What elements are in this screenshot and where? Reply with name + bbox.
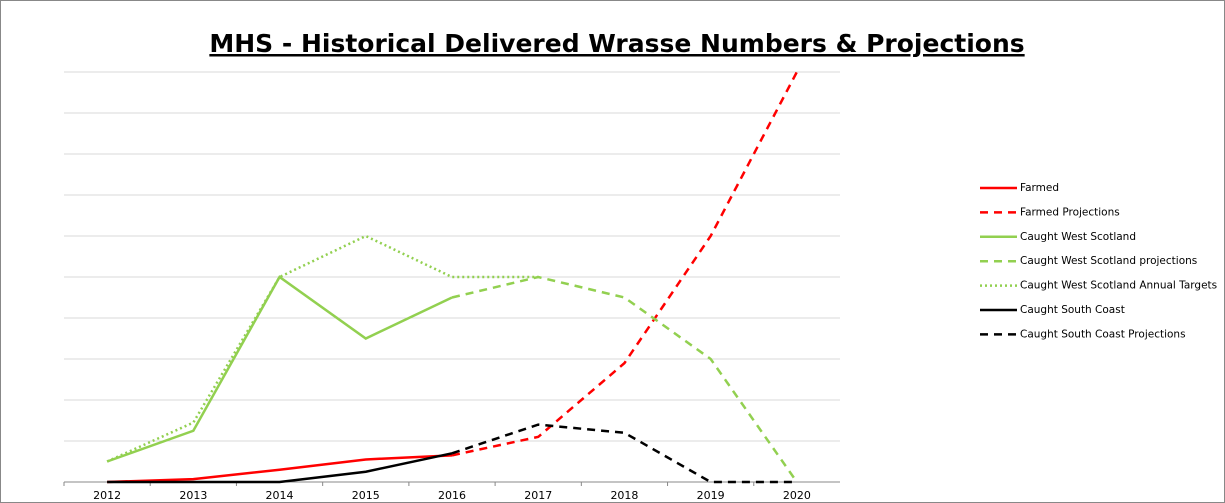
legend-label: Caught West Scotland bbox=[1020, 231, 1136, 243]
x-tick-label: 2014 bbox=[266, 489, 294, 502]
series-line bbox=[107, 452, 453, 484]
x-tick-label: 2012 bbox=[93, 489, 121, 502]
series-line bbox=[451, 275, 798, 483]
legend-label: Caught South Coast Projections bbox=[1020, 328, 1186, 340]
x-tick-label: 2016 bbox=[438, 489, 466, 502]
series-line bbox=[106, 275, 453, 463]
series-line bbox=[451, 423, 797, 484]
x-tick-label: 2015 bbox=[352, 489, 380, 502]
legend-label: Caught South Coast bbox=[1020, 304, 1125, 316]
x-tick-label: 2017 bbox=[524, 489, 552, 502]
legend-label: Farmed Projections bbox=[1020, 206, 1120, 218]
legend-label: Farmed bbox=[1020, 182, 1059, 194]
x-tick-label: 2013 bbox=[179, 489, 207, 502]
x-tick-label: 2019 bbox=[697, 489, 725, 502]
x-tick-label: 2018 bbox=[610, 489, 638, 502]
series-line bbox=[106, 234, 539, 463]
series-line bbox=[107, 454, 453, 484]
series-line bbox=[451, 71, 798, 457]
x-tick-label: 2020 bbox=[783, 489, 811, 502]
legend-label: Caught West Scotland projections bbox=[1020, 255, 1197, 267]
legend-label: Caught West Scotland Annual Targets bbox=[1020, 280, 1217, 292]
chart-title: MHS - Historical Delivered Wrasse Number… bbox=[209, 29, 1024, 58]
